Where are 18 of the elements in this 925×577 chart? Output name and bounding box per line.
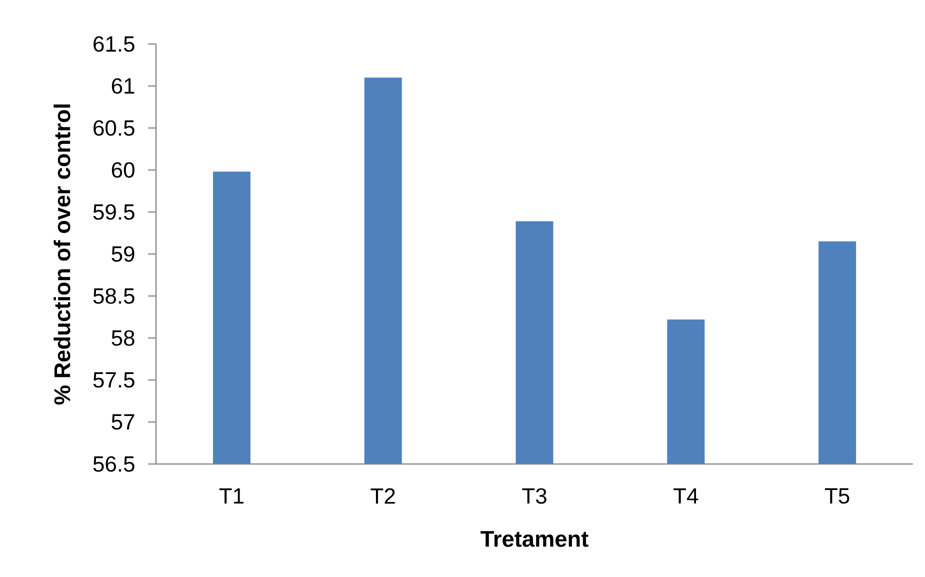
y-tick-label: 58 <box>112 330 134 346</box>
y-tick-label: 60 <box>112 162 134 178</box>
y-tick-label: 61.5 <box>94 36 134 52</box>
y-tick-label: 58.5 <box>93 288 134 304</box>
y-axis-title: % Reduction of over control <box>54 104 70 405</box>
y-tick-label: 61 <box>112 78 134 94</box>
y-tick-label: 56.5 <box>93 456 134 472</box>
y-tick-label: 59.5 <box>93 204 134 220</box>
y-tick-label: 57.5 <box>93 372 134 388</box>
x-tick-label: T2 <box>370 488 395 504</box>
x-tick-label: T1 <box>219 488 244 504</box>
y-tick-label: 57 <box>112 414 134 430</box>
y-tick-label: 59 <box>112 246 134 262</box>
x-tick-label: T3 <box>522 488 546 504</box>
x-tick-label: T5 <box>824 488 850 504</box>
x-axis-title: Tretament <box>480 531 588 547</box>
y-tick-label: 60.5 <box>94 120 134 136</box>
x-tick-label: T4 <box>674 488 698 504</box>
